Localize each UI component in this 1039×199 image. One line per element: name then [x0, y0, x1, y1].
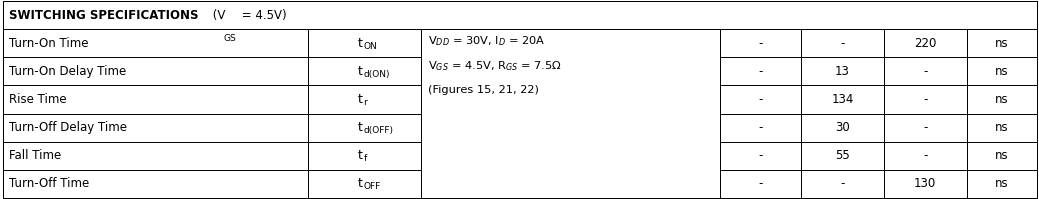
Bar	[884, 142, 966, 170]
Text: 134: 134	[831, 93, 854, 106]
Text: 220: 220	[914, 37, 936, 50]
Text: t: t	[358, 121, 363, 134]
Text: OFF: OFF	[364, 182, 380, 191]
Bar	[966, 170, 1037, 198]
Text: -: -	[758, 65, 763, 78]
Bar	[309, 85, 421, 114]
Bar	[3, 1, 1037, 29]
Text: -: -	[758, 121, 763, 134]
Text: r: r	[364, 98, 367, 107]
Text: Turn-Off Delay Time: Turn-Off Delay Time	[9, 121, 128, 134]
Text: ns: ns	[995, 121, 1009, 134]
Bar	[884, 114, 966, 142]
Bar	[309, 57, 421, 85]
Bar	[884, 57, 966, 85]
Text: t: t	[358, 65, 363, 78]
Bar	[884, 29, 966, 57]
Text: -: -	[758, 178, 763, 190]
Text: ns: ns	[995, 65, 1009, 78]
Bar	[720, 142, 801, 170]
Text: ns: ns	[995, 149, 1009, 162]
Bar	[720, 170, 801, 198]
Bar	[966, 29, 1037, 57]
Bar	[966, 85, 1037, 114]
Text: SWITCHING SPECIFICATIONS: SWITCHING SPECIFICATIONS	[9, 9, 198, 21]
Text: d(ON): d(ON)	[364, 70, 390, 79]
Bar	[966, 142, 1037, 170]
Bar	[966, 114, 1037, 142]
Text: f: f	[364, 154, 367, 163]
Text: = 4.5V): = 4.5V)	[238, 9, 287, 21]
Bar	[3, 85, 309, 114]
Text: Fall Time: Fall Time	[9, 149, 61, 162]
Text: d(OFF): d(OFF)	[364, 126, 394, 135]
Bar	[966, 57, 1037, 85]
Text: -: -	[923, 121, 928, 134]
Text: t: t	[358, 93, 363, 106]
Bar	[3, 142, 309, 170]
Bar	[3, 170, 309, 198]
Text: Turn-Off Time: Turn-Off Time	[9, 178, 89, 190]
Text: Turn-On Delay Time: Turn-On Delay Time	[9, 65, 127, 78]
Text: -: -	[923, 93, 928, 106]
Text: t: t	[358, 149, 363, 162]
Bar	[720, 29, 801, 57]
Bar	[884, 170, 966, 198]
Text: ns: ns	[995, 93, 1009, 106]
Text: -: -	[758, 93, 763, 106]
Bar	[309, 114, 421, 142]
Bar	[801, 170, 884, 198]
Bar	[3, 29, 309, 57]
Text: Turn-On Time: Turn-On Time	[9, 37, 89, 50]
Text: -: -	[923, 149, 928, 162]
Text: (V: (V	[209, 9, 225, 21]
Bar	[309, 29, 421, 57]
Text: -: -	[758, 37, 763, 50]
Text: -: -	[923, 65, 928, 78]
Text: Rise Time: Rise Time	[9, 93, 66, 106]
Bar	[309, 170, 421, 198]
Bar	[801, 85, 884, 114]
Text: ON: ON	[364, 42, 377, 51]
Text: V$_{GS}$ = 4.5V, R$_{GS}$ = 7.5Ω: V$_{GS}$ = 4.5V, R$_{GS}$ = 7.5Ω	[428, 60, 562, 73]
Text: -: -	[841, 178, 845, 190]
Text: -: -	[758, 149, 763, 162]
Bar	[3, 57, 309, 85]
Bar	[884, 85, 966, 114]
Bar	[801, 29, 884, 57]
Text: V$_{DD}$ = 30V, I$_{D}$ = 20A: V$_{DD}$ = 30V, I$_{D}$ = 20A	[428, 34, 545, 48]
Text: GS: GS	[223, 34, 236, 43]
Bar	[801, 142, 884, 170]
Bar	[720, 114, 801, 142]
Bar	[720, 85, 801, 114]
Text: t: t	[358, 37, 363, 50]
Bar	[801, 114, 884, 142]
Text: 30: 30	[835, 121, 850, 134]
Bar	[309, 142, 421, 170]
Bar	[3, 114, 309, 142]
Text: 55: 55	[835, 149, 850, 162]
Text: 13: 13	[835, 65, 850, 78]
Bar	[801, 57, 884, 85]
Text: 130: 130	[914, 178, 936, 190]
Bar	[421, 29, 720, 198]
Text: ns: ns	[995, 37, 1009, 50]
Text: ns: ns	[995, 178, 1009, 190]
Text: -: -	[841, 37, 845, 50]
Text: (Figures 15, 21, 22): (Figures 15, 21, 22)	[428, 85, 539, 95]
Bar	[720, 57, 801, 85]
Text: t: t	[358, 178, 363, 190]
